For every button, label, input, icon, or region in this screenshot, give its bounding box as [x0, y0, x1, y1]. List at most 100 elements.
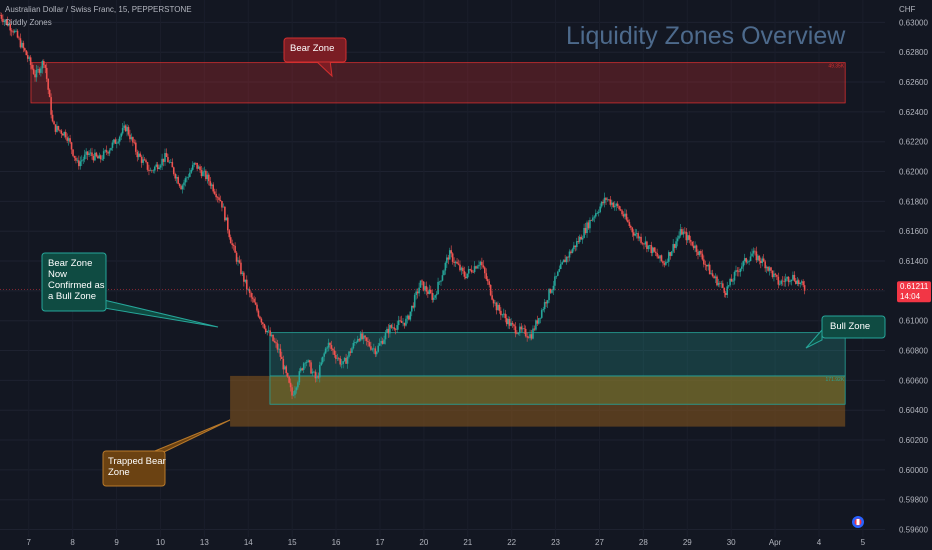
candle-body — [412, 305, 415, 308]
candle-body — [275, 342, 277, 344]
candle-body — [676, 238, 679, 242]
candle-body — [574, 245, 577, 248]
callout-box — [283, 37, 347, 63]
candle-body — [295, 387, 298, 391]
candle-body — [602, 201, 604, 204]
candle-body — [41, 61, 44, 69]
candle-body — [482, 265, 485, 268]
candle-body — [183, 182, 185, 186]
candle-body — [241, 272, 244, 274]
indicator-name[interactable]: Diddly Zones — [5, 18, 52, 27]
candle-body — [736, 270, 739, 272]
candle-body — [549, 288, 552, 293]
candle-body — [250, 293, 252, 298]
candle-body — [615, 203, 618, 206]
candle-body — [774, 273, 777, 275]
candle-body — [735, 270, 737, 273]
candle-body — [0, 15, 3, 19]
candle-body — [644, 241, 647, 245]
candle-body — [789, 281, 791, 283]
candle-body — [565, 256, 568, 263]
x-tick-label: 9 — [114, 538, 119, 547]
candle-body — [465, 276, 467, 279]
candle-body — [162, 158, 165, 162]
bear-zone-callout: Bear Zone — [283, 37, 347, 78]
candle-body — [229, 237, 232, 244]
candle-body — [578, 236, 581, 242]
candle-body — [802, 281, 804, 286]
candle-body — [456, 261, 458, 264]
candle-body — [148, 169, 150, 171]
candle-body — [399, 320, 401, 321]
candle-body — [679, 229, 682, 236]
x-tick-label: 27 — [595, 538, 604, 547]
y-tick-label: 0.59800 — [899, 496, 928, 505]
candle-body — [210, 184, 213, 186]
candle-body — [618, 206, 620, 210]
y-tick-label: 0.60000 — [899, 466, 928, 475]
symbol-title[interactable]: Australian Dollar / Swiss Franc, 15, PEP… — [5, 5, 192, 14]
candle-body — [105, 150, 108, 153]
candle-body — [425, 286, 428, 292]
candle-body — [535, 320, 537, 330]
candle-body — [590, 219, 593, 221]
candle-body — [383, 339, 385, 344]
candle-body — [50, 97, 52, 115]
price-tag: 0.61211 14:04 — [897, 281, 931, 303]
candle-body — [257, 310, 260, 317]
candle-body — [752, 250, 755, 254]
candle-body — [653, 247, 655, 252]
candle-body — [231, 243, 233, 246]
candle-body — [787, 276, 790, 283]
candle-body — [75, 157, 77, 161]
candle-body — [643, 243, 645, 245]
candle-body — [222, 206, 225, 208]
candle-body — [111, 142, 114, 148]
candle-body — [143, 159, 146, 161]
candle-body — [616, 203, 619, 207]
candle-body — [489, 284, 492, 296]
candle-body — [589, 219, 591, 229]
candle-body — [152, 170, 155, 172]
candle-body — [707, 264, 710, 267]
candle-body — [307, 360, 309, 362]
candle-body — [609, 199, 612, 205]
candle-body — [654, 251, 657, 253]
candle-body — [54, 124, 57, 132]
candle-body — [723, 287, 726, 293]
candle-body — [410, 305, 413, 312]
x-tick-label: 15 — [288, 538, 297, 547]
candle-body — [462, 267, 464, 272]
candle-body — [447, 257, 450, 260]
candle-body — [429, 289, 432, 293]
currency-label: CHF — [899, 5, 916, 14]
flag-icon[interactable] — [852, 516, 864, 528]
candle-body — [354, 342, 356, 343]
candle-body — [375, 351, 378, 355]
candle-body — [244, 279, 247, 282]
candle-body — [640, 236, 642, 243]
candle-body — [85, 151, 87, 155]
candle-body — [622, 214, 625, 217]
x-tick-label: 13 — [200, 538, 209, 547]
x-tick-label: 17 — [376, 538, 385, 547]
candle-body — [669, 252, 672, 256]
candle-body — [24, 48, 26, 51]
candle-body — [600, 201, 603, 207]
candle-body — [562, 259, 565, 263]
candle-body — [441, 275, 444, 281]
candle-body — [120, 133, 123, 137]
candle-body — [326, 347, 328, 349]
candle-body — [416, 291, 419, 294]
candle-body — [403, 322, 406, 326]
time-axis[interactable]: 7 8 9 10 13 14 15 16 17 20 21 22 23 27 28 29 30 Apr 4 5 — [27, 538, 866, 547]
price-axis[interactable]: 0.63000 0.62800 0.62600 0.62400 0.62200 0.620… — [899, 18, 928, 534]
candle-body — [276, 343, 279, 350]
candle-body — [346, 356, 349, 364]
candle-body — [206, 174, 209, 180]
candle-body — [771, 270, 774, 278]
candle-body — [174, 173, 177, 179]
candle-body — [31, 64, 33, 69]
